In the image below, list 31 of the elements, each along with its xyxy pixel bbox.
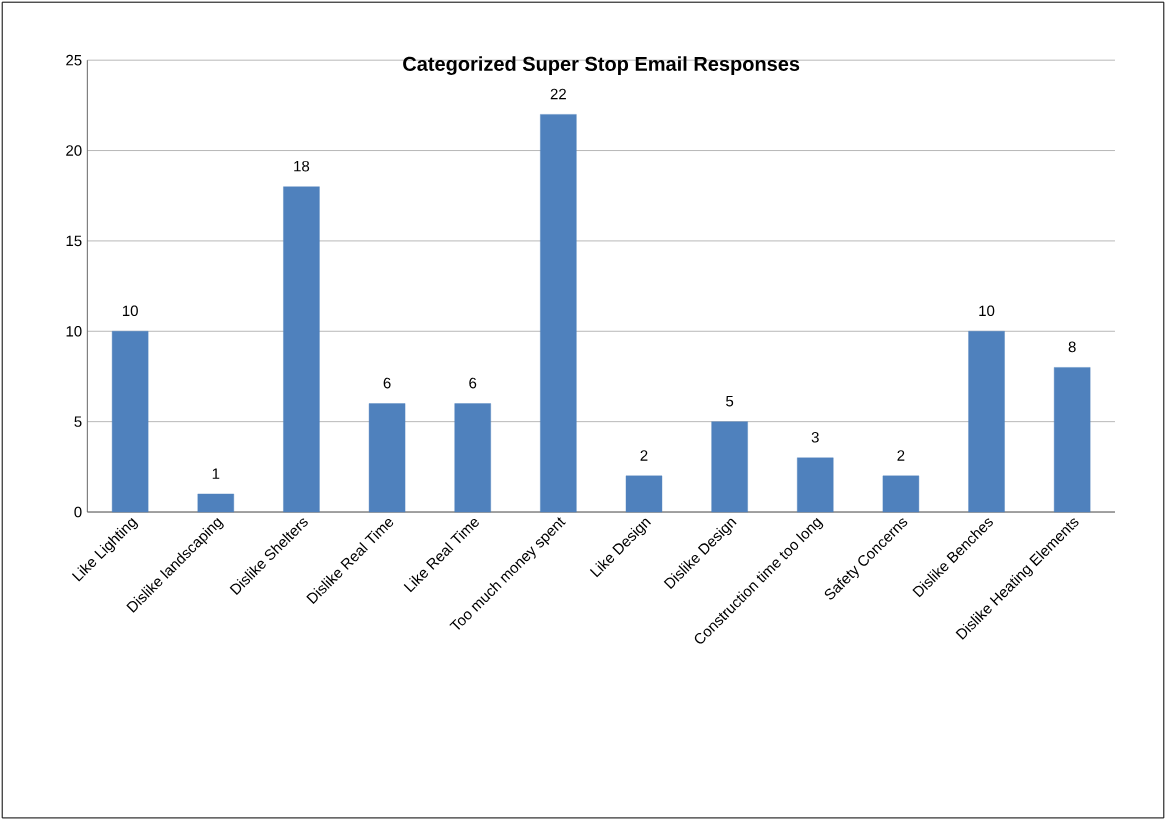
bar bbox=[540, 114, 577, 513]
data-label: 3 bbox=[811, 431, 819, 443]
bar bbox=[368, 403, 406, 513]
data-label: 2 bbox=[640, 450, 648, 461]
chart-title: Categorized Super Stop Email Responses bbox=[403, 56, 800, 75]
data-label: 5 bbox=[726, 395, 734, 407]
data-label: 1 bbox=[212, 468, 220, 479]
data-label: 2 bbox=[897, 450, 905, 461]
y-tick-label: 0 bbox=[74, 506, 82, 518]
y-tick-label: 5 bbox=[74, 416, 82, 427]
bar bbox=[111, 331, 149, 513]
bar bbox=[283, 186, 320, 513]
data-label: 8 bbox=[1068, 341, 1076, 353]
bar bbox=[625, 475, 663, 513]
bar bbox=[197, 493, 234, 513]
bar bbox=[968, 331, 1005, 513]
data-label: 18 bbox=[294, 160, 310, 172]
y-tick-label: 20 bbox=[66, 145, 82, 156]
data-label: 22 bbox=[550, 88, 566, 100]
y-tick-label: 15 bbox=[66, 235, 82, 247]
bar bbox=[882, 475, 920, 513]
data-label: 6 bbox=[469, 377, 477, 389]
y-tick-label: 10 bbox=[66, 325, 82, 337]
bar bbox=[1053, 367, 1091, 513]
y-tick-label: 25 bbox=[66, 54, 82, 66]
bar bbox=[454, 403, 491, 513]
bar bbox=[711, 421, 748, 513]
data-label: 10 bbox=[979, 305, 995, 317]
data-label: 10 bbox=[122, 305, 138, 317]
bar bbox=[797, 457, 834, 513]
data-label: 6 bbox=[383, 377, 391, 389]
